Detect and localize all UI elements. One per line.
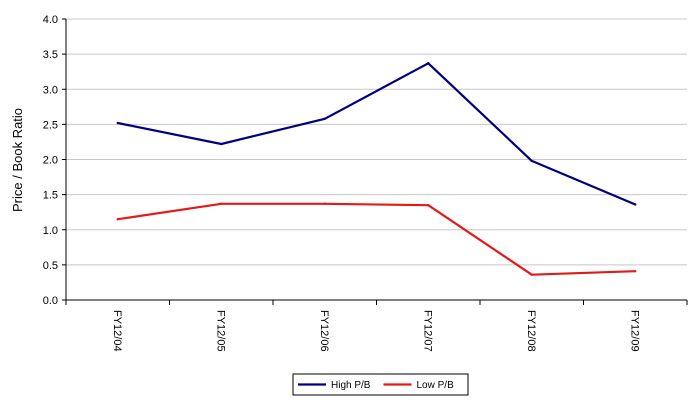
data-point-high-p-b <box>634 203 637 206</box>
y-tick-label: 0.0 <box>43 295 58 307</box>
series-line-low-p-b <box>117 202 636 276</box>
y-tick-label: 0.5 <box>43 260 58 272</box>
data-point-high-p-b <box>427 62 430 65</box>
legend: High P/B Low P/B <box>292 373 469 396</box>
y-axis-title: Price / Book Ratio <box>10 108 25 212</box>
y-axis-tick-labels: 0.0 0.5 1.0 1.5 2.0 2.5 3.0 3.5 4.0 <box>43 14 58 307</box>
y-tick-label: 4.0 <box>43 14 58 26</box>
x-tick-label: FY12/04 <box>111 310 123 352</box>
data-point-low-p-b <box>220 202 223 205</box>
legend-label-low-p-b: Low P/B <box>417 380 455 391</box>
y-tick-label: 3.0 <box>43 84 58 96</box>
gridlines <box>66 18 687 266</box>
data-point-high-p-b <box>530 159 533 163</box>
legend-box <box>292 373 469 396</box>
data-point-low-p-b <box>634 269 637 273</box>
y-tick-label: 2.0 <box>43 155 58 167</box>
x-tick-label: FY12/05 <box>214 310 226 352</box>
x-tick-label: FY12/06 <box>318 310 330 352</box>
y-tick-label: 3.5 <box>43 49 58 61</box>
x-tick-label: FY12/09 <box>628 310 640 352</box>
data-point-low-p-b <box>530 273 533 276</box>
legend-label-high-p-b: High P/B <box>331 380 371 391</box>
data-point-high-p-b <box>220 142 223 146</box>
data-point-low-p-b <box>116 218 119 221</box>
data-point-high-p-b <box>323 117 326 120</box>
y-tick-label: 1.5 <box>43 190 58 202</box>
y-tick-label: 2.5 <box>43 119 58 131</box>
axes <box>62 18 688 305</box>
data-point-high-p-b <box>116 121 119 125</box>
data-point-low-p-b <box>427 203 430 207</box>
x-tick-label: FY12/08 <box>525 310 537 352</box>
x-axis-tick-labels: FY12/04 FY12/05 FY12/06 FY12/07 FY12/08 FY12/… <box>111 310 641 352</box>
x-tick-label: FY12/07 <box>421 310 433 352</box>
series-lines <box>116 62 637 276</box>
series-line-high-p-b <box>117 62 636 206</box>
y-tick-label: 1.0 <box>43 225 58 237</box>
data-point-low-p-b <box>323 202 326 205</box>
